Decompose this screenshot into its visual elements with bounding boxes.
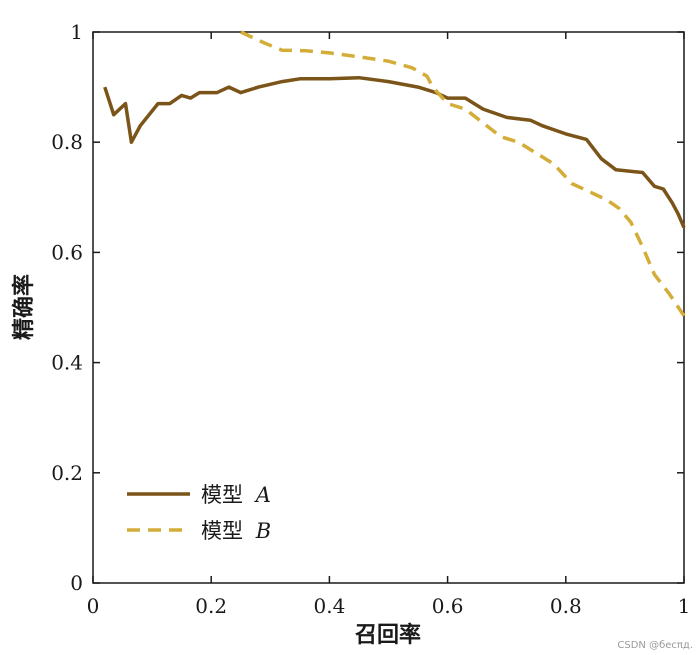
legend-label-b-var: B xyxy=(255,519,271,543)
x-tick-label: 0.6 xyxy=(432,594,464,618)
x-tick-label: 0.4 xyxy=(313,594,345,618)
y-tick-label: 0.6 xyxy=(51,240,83,264)
series-layer xyxy=(103,30,686,317)
legend-label-a-main: 模型 xyxy=(201,483,243,507)
legend: 模型 A 模型 B xyxy=(127,483,271,543)
y-axis-title: 精确率 xyxy=(11,274,37,340)
series-line-b xyxy=(240,30,686,317)
series-line-a xyxy=(103,75,686,229)
y-tick-label: 0.2 xyxy=(51,461,83,485)
plot-frame xyxy=(92,31,685,584)
axis-tick-labels: 0 0.2 0.4 0.6 0.8 1 0 0.2 0.4 0.6 0.8 1 xyxy=(51,20,690,618)
x-axis-title: 召回率 xyxy=(354,622,421,648)
y-tick-label: 1 xyxy=(70,20,83,44)
legend-label-a-var: A xyxy=(254,483,271,507)
x-tick-label: 1 xyxy=(678,594,691,618)
y-tick-label: 0.4 xyxy=(51,351,83,375)
axis-ticks xyxy=(92,31,685,584)
x-tick-label: 0.2 xyxy=(195,594,227,618)
x-tick-label: 0 xyxy=(87,594,100,618)
legend-label-b: 模型 B xyxy=(201,519,271,543)
legend-label-b-main: 模型 xyxy=(201,519,243,543)
x-tick-label: 0.8 xyxy=(550,594,582,618)
legend-label-a: 模型 A xyxy=(201,483,271,507)
y-tick-label: 0.8 xyxy=(51,130,83,154)
watermark: CSDN @бесπд. xyxy=(617,640,693,651)
y-tick-label: 0 xyxy=(70,571,83,595)
